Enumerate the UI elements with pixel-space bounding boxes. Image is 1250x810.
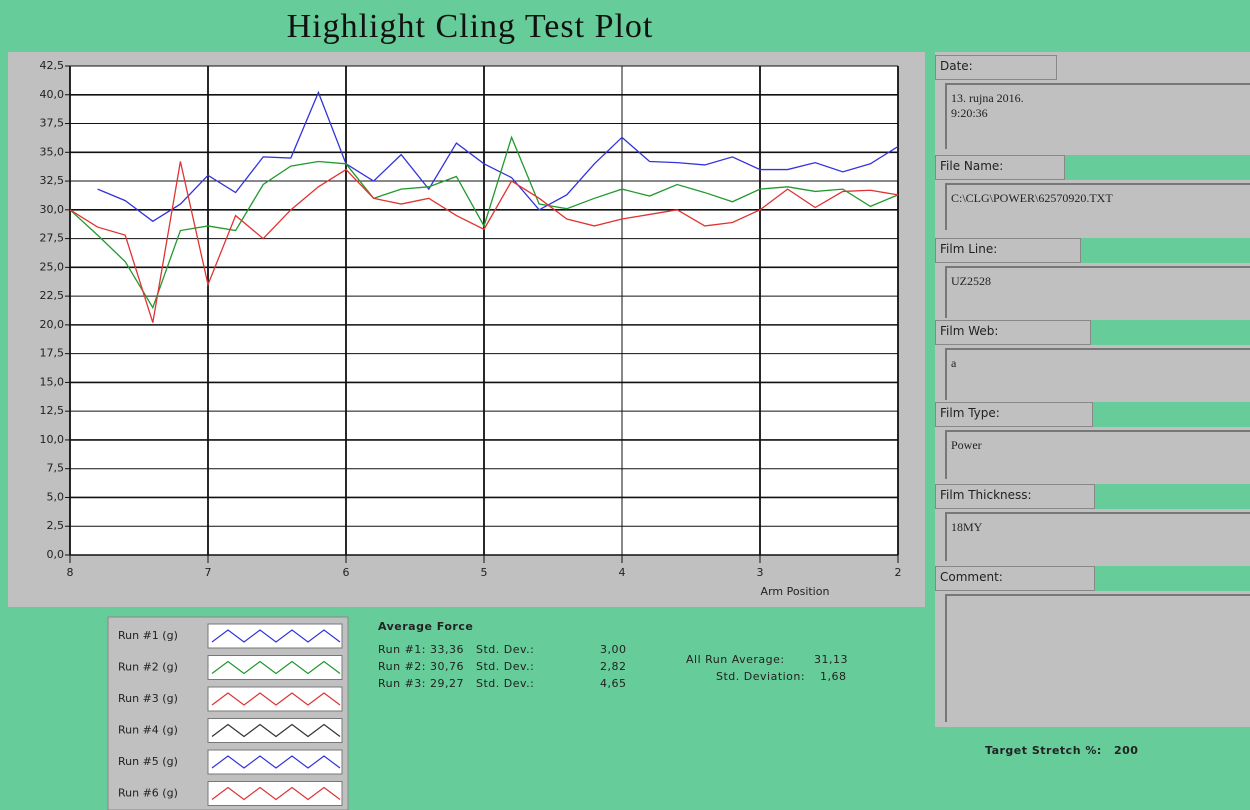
- stat-std: 2,82: [600, 660, 627, 673]
- stat-average: 30,76: [430, 660, 464, 673]
- field-value: 18MY: [945, 512, 1250, 561]
- field-label: Film Thickness:: [935, 484, 1095, 509]
- x-tick-label: 2: [895, 566, 902, 579]
- x-tick-label: 5: [481, 566, 488, 579]
- x-axis-label: Arm Position: [761, 585, 830, 598]
- stat-std-label: Std. Dev.:: [476, 677, 535, 690]
- y-tick-label: 7,5: [47, 462, 65, 475]
- legend-label: Run #3 (g): [118, 692, 178, 705]
- field-label: Film Line:: [935, 238, 1081, 263]
- y-tick-label: 10,0: [40, 433, 65, 446]
- line-series: [69, 135, 899, 310]
- legend-swatch-box: [207, 749, 343, 775]
- y-tick-label: 2,5: [47, 519, 65, 532]
- line-series: [97, 90, 899, 223]
- y-tick-label: 5,0: [47, 490, 65, 503]
- field-green: [1095, 484, 1250, 509]
- field-green: [1095, 566, 1250, 591]
- y-tick-label: 27,5: [40, 232, 65, 245]
- x-tick-label: 7: [205, 566, 212, 579]
- all-average: 31,13: [814, 653, 848, 666]
- stat-std: 4,65: [600, 677, 627, 690]
- field-label: Film Web:: [935, 320, 1091, 345]
- legend-swatch-box: [207, 686, 343, 712]
- info-panel: Date: 13. rujna 2016. 9:20:36 File Name: C:…: [935, 52, 1250, 727]
- legend-swatch: [211, 755, 341, 769]
- legend-swatch: [211, 723, 341, 738]
- target: 200: [1114, 744, 1139, 757]
- field-value: Power: [945, 430, 1250, 479]
- y-tick-label: 42,5: [40, 59, 65, 72]
- legend-swatch: [211, 660, 341, 675]
- legend-box: [107, 616, 349, 810]
- field-label: File Name:: [935, 155, 1065, 180]
- stat-average: 29,27: [430, 677, 464, 690]
- all-std-label: Std. Deviation:: [716, 670, 806, 683]
- legend-label: Run #6 (g): [118, 787, 178, 800]
- stat-run: Run #2:: [378, 660, 427, 673]
- y-tick-label: 0,0: [47, 548, 65, 561]
- y-tick-label: 20,0: [40, 318, 65, 331]
- stat-run: Run #3:: [378, 677, 427, 690]
- field-value: 13. rujna 2016. 9:20:36: [945, 83, 1250, 149]
- legend-swatch: [211, 629, 341, 643]
- y-tick-label: 37,5: [40, 117, 65, 130]
- y-tick-label: 17,5: [40, 347, 65, 360]
- stat-average: 33,36: [430, 643, 464, 656]
- field-label: Comment:: [935, 566, 1095, 591]
- legend-swatch-box: [207, 781, 343, 806]
- stat-std-label: Std. Dev.:: [476, 660, 535, 673]
- legend-swatch-box: [207, 718, 343, 743]
- legend-label: Run #1 (g): [118, 629, 178, 642]
- x-tick-label: 4: [619, 566, 626, 579]
- x-tick-label: 8: [67, 566, 74, 579]
- field-green: [1081, 238, 1250, 263]
- x-tick-label: 6: [343, 566, 350, 579]
- legend-label: Run #4 (g): [118, 724, 178, 737]
- y-tick-label: 25,0: [40, 260, 65, 273]
- field-label: Film Type:: [935, 402, 1093, 427]
- y-tick-label: 32,5: [40, 174, 65, 187]
- all-average-label: All Run Average:: [686, 653, 785, 666]
- stat-std-label: Std. Dev.:: [476, 643, 535, 656]
- x-tick-label: 3: [757, 566, 764, 579]
- stat-std: 3,00: [600, 643, 627, 656]
- stats-heading: Average Force: [378, 620, 474, 633]
- chart: Arm Position 0,0 2,5 5,0 7,5 10,0 12,5 15,0 17,…: [8, 52, 925, 810]
- legend-swatch: [211, 786, 341, 801]
- y-tick-label: 35,0: [40, 145, 65, 158]
- y-tick-label: 15,0: [40, 375, 65, 388]
- field-label: Date:: [935, 55, 1057, 80]
- legend-label: Run #5 (g): [118, 755, 178, 768]
- legend-label: Run #2 (g): [118, 661, 178, 674]
- all-std: 1,68: [820, 670, 847, 683]
- legend-swatch-box: [207, 655, 343, 680]
- target-label: Target Stretch %:: [985, 744, 1102, 757]
- field-green: [1093, 402, 1250, 427]
- legend-swatch-box: [207, 623, 343, 649]
- field-value: [945, 594, 1250, 722]
- line-series: [69, 161, 899, 323]
- y-tick-label: 12,5: [40, 404, 65, 417]
- y-tick-label: 40,0: [40, 88, 65, 101]
- y-tick-label: 22,5: [40, 289, 65, 302]
- title: Highlight Cling Test Plot: [286, 8, 654, 45]
- field-green: [1091, 320, 1250, 345]
- field-value: a: [945, 348, 1250, 400]
- field-value: UZ2528: [945, 266, 1250, 318]
- y-tick-label: 30,0: [40, 203, 65, 216]
- field-green: [1065, 155, 1250, 180]
- legend-swatch: [211, 692, 341, 706]
- field-value: C:\CLG\POWER\62570920.TXT: [945, 183, 1250, 230]
- stat-run: Run #1:: [378, 643, 427, 656]
